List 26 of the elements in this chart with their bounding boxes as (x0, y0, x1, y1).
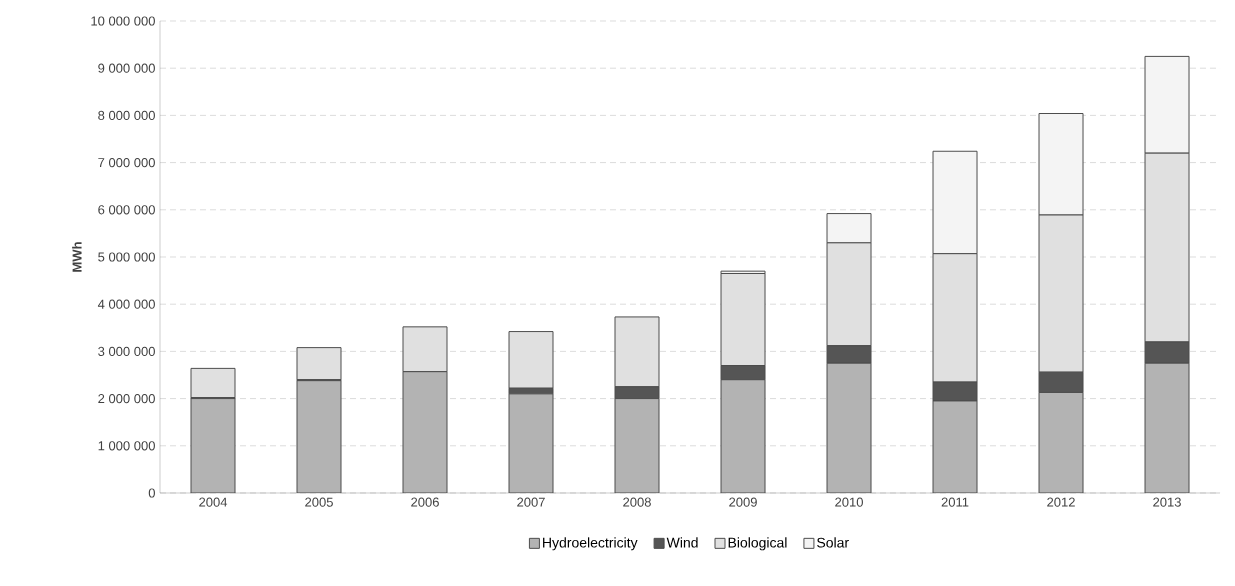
y-tick-label: 3 000 000 (98, 346, 155, 356)
x-tick-label: 2006 (411, 497, 439, 507)
y-tick-label: 1 000 000 (98, 441, 155, 451)
y-tick-label: 9 000 000 (98, 63, 155, 73)
legend-label: Wind (666, 537, 698, 548)
x-tick-label: 2008 (623, 497, 651, 507)
x-tick-label: 2011 (941, 497, 969, 507)
y-tick-label: 4 000 000 (97, 299, 155, 309)
x-tick-label: 2010 (835, 497, 863, 507)
y-tick-label: 10 000 000 (91, 16, 155, 26)
y-tick-label: 6 000 000 (98, 205, 155, 215)
y-tick-label: 5 000 000 (98, 252, 155, 262)
x-tick-label: 2009 (729, 497, 757, 507)
y-axis-title: MWh (72, 242, 82, 272)
legend-label: Hydroelectricity (543, 537, 638, 551)
y-tick-label: 7 000 000 (98, 157, 155, 168)
legend-label: Solar (817, 537, 849, 548)
x-tick-label: 2007 (517, 497, 545, 507)
y-tick-label: 2 000 000 (98, 393, 155, 404)
y-tick-label: 0 (148, 488, 155, 498)
x-tick-label: 2004 (199, 497, 228, 507)
x-tick-label: 2005 (305, 497, 333, 507)
legend-label: Biological (728, 537, 787, 551)
x-tick-label: 2012 (1047, 497, 1075, 507)
x-tick-label: 2013 (1153, 497, 1181, 507)
y-tick-label: 8 000 000 (98, 110, 155, 120)
